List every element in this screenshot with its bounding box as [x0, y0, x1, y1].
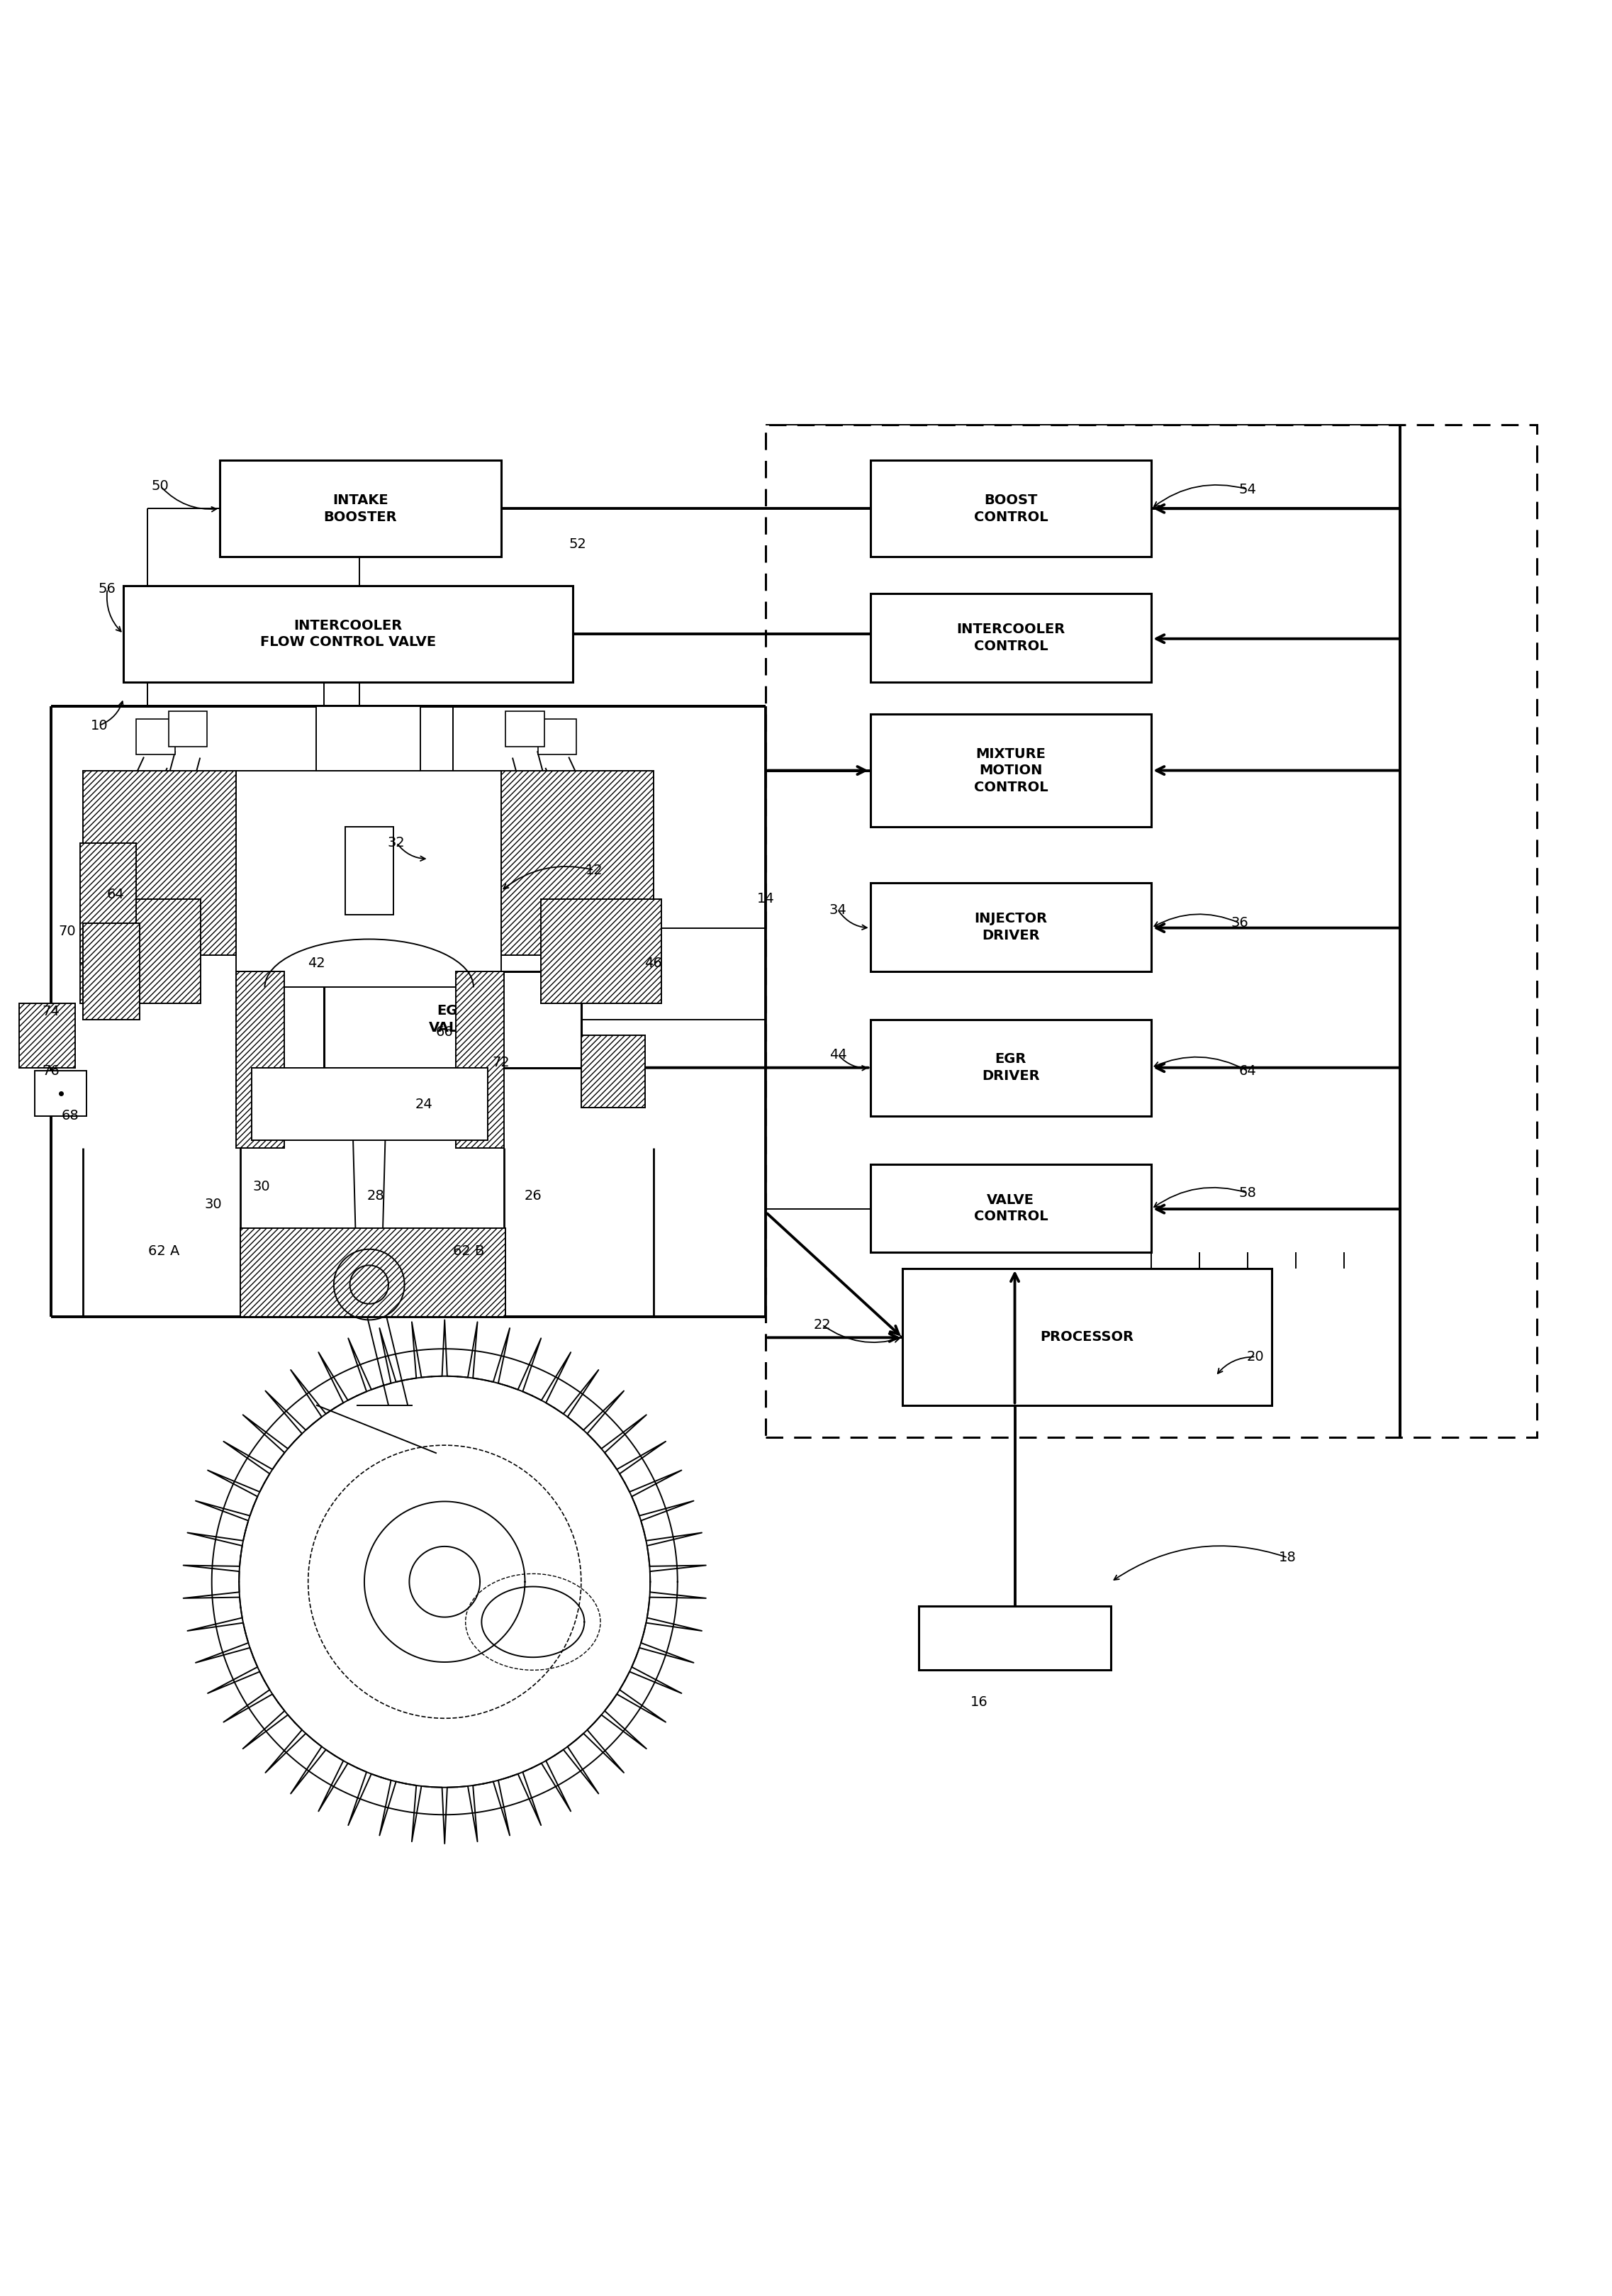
Text: 26: 26	[524, 1189, 542, 1203]
FancyBboxPatch shape	[251, 1068, 488, 1141]
Text: 16: 16	[970, 1694, 988, 1708]
FancyBboxPatch shape	[81, 900, 200, 1003]
FancyBboxPatch shape	[870, 1019, 1151, 1116]
FancyBboxPatch shape	[542, 900, 661, 1003]
FancyBboxPatch shape	[19, 1003, 76, 1068]
FancyBboxPatch shape	[345, 827, 393, 916]
Text: 64: 64	[106, 889, 124, 900]
FancyBboxPatch shape	[870, 461, 1151, 558]
FancyBboxPatch shape	[137, 719, 174, 755]
FancyBboxPatch shape	[538, 719, 577, 755]
Text: 56: 56	[98, 583, 116, 595]
Text: 68: 68	[61, 1109, 79, 1123]
Text: 20: 20	[1248, 1350, 1264, 1364]
FancyBboxPatch shape	[81, 843, 137, 964]
Text: 72: 72	[492, 1056, 509, 1070]
FancyBboxPatch shape	[84, 771, 235, 955]
Text: 66: 66	[435, 1026, 453, 1040]
Text: 32: 32	[387, 836, 405, 850]
FancyBboxPatch shape	[456, 971, 505, 1148]
FancyBboxPatch shape	[35, 1070, 87, 1116]
Text: 12: 12	[585, 863, 603, 877]
FancyBboxPatch shape	[324, 971, 582, 1068]
FancyBboxPatch shape	[582, 1035, 645, 1109]
FancyBboxPatch shape	[84, 923, 140, 1019]
FancyBboxPatch shape	[870, 884, 1151, 971]
Text: 70: 70	[58, 925, 76, 937]
Text: 18: 18	[1278, 1550, 1296, 1564]
Text: INJECTOR
DRIVER: INJECTOR DRIVER	[974, 912, 1048, 941]
FancyBboxPatch shape	[168, 712, 206, 746]
Text: MIXTURE
MOTION
CONTROL: MIXTURE MOTION CONTROL	[974, 746, 1048, 794]
Text: 64: 64	[1240, 1063, 1256, 1077]
Text: 34: 34	[829, 905, 846, 916]
Text: 36: 36	[1232, 916, 1248, 930]
FancyBboxPatch shape	[316, 707, 421, 771]
Text: 42: 42	[308, 957, 326, 969]
Text: 62 B: 62 B	[453, 1244, 485, 1258]
Text: 44: 44	[829, 1047, 846, 1061]
Text: 52: 52	[569, 537, 587, 551]
Text: 46: 46	[645, 957, 663, 969]
Text: 76: 76	[42, 1063, 60, 1077]
Text: 62 A: 62 A	[148, 1244, 179, 1258]
Text: 50: 50	[152, 480, 169, 494]
FancyBboxPatch shape	[870, 1164, 1151, 1251]
FancyBboxPatch shape	[919, 1605, 1111, 1669]
FancyBboxPatch shape	[870, 714, 1151, 827]
FancyBboxPatch shape	[219, 461, 501, 558]
FancyBboxPatch shape	[870, 595, 1151, 682]
Text: 10: 10	[90, 719, 108, 732]
Text: 24: 24	[414, 1097, 432, 1111]
Text: VALVE
CONTROL: VALVE CONTROL	[974, 1194, 1048, 1224]
Text: PROCESSOR: PROCESSOR	[1040, 1329, 1133, 1343]
Text: EGR
VALVE: EGR VALVE	[429, 1003, 477, 1035]
FancyBboxPatch shape	[124, 585, 574, 682]
Text: 22: 22	[814, 1318, 830, 1332]
Text: 28: 28	[368, 1189, 384, 1203]
Text: 14: 14	[758, 893, 775, 905]
Text: INTERCOOLER
FLOW CONTROL VALVE: INTERCOOLER FLOW CONTROL VALVE	[260, 620, 437, 650]
Text: 30: 30	[253, 1180, 271, 1194]
FancyBboxPatch shape	[903, 1267, 1272, 1405]
Text: 74: 74	[42, 1006, 60, 1017]
FancyBboxPatch shape	[501, 771, 653, 955]
Text: 30: 30	[205, 1199, 222, 1210]
FancyBboxPatch shape	[240, 1228, 506, 1316]
Text: INTAKE
BOOSTER: INTAKE BOOSTER	[324, 494, 397, 523]
FancyBboxPatch shape	[506, 712, 545, 746]
Text: INTERCOOLER
CONTROL: INTERCOOLER CONTROL	[956, 622, 1066, 652]
Text: 54: 54	[1240, 482, 1256, 496]
Text: BOOST
CONTROL: BOOST CONTROL	[974, 494, 1048, 523]
Text: EGR
DRIVER: EGR DRIVER	[982, 1052, 1040, 1084]
Text: 58: 58	[1240, 1187, 1256, 1201]
FancyBboxPatch shape	[235, 771, 501, 987]
FancyBboxPatch shape	[235, 971, 284, 1148]
